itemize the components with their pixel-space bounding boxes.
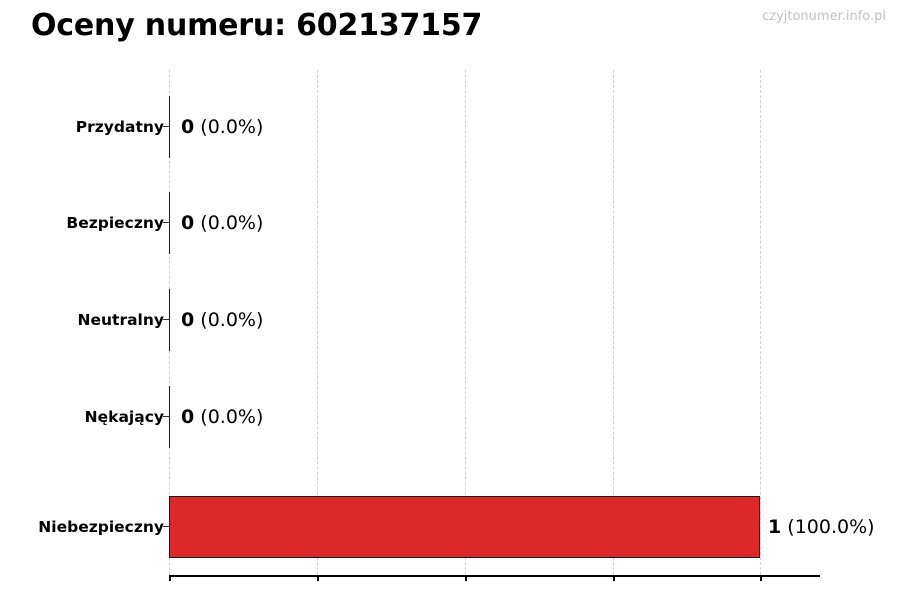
value-label-niebezpieczny: 1 (100.0%) <box>768 496 875 558</box>
y-tick-4 <box>163 526 170 527</box>
value-label-przydatny: 0 (0.0%) <box>181 96 263 158</box>
category-label-niebezpieczny: Niebezpieczny <box>38 518 164 536</box>
x-tick-1 <box>317 575 319 581</box>
gridline-4 <box>760 70 761 575</box>
value-percent: (100.0%) <box>787 516 875 538</box>
bar-row: Bezpieczny 0 (0.0%) <box>0 192 900 254</box>
bar-row: Przydatny 0 (0.0%) <box>0 96 900 158</box>
value-count: 1 <box>768 516 782 538</box>
gridline-3 <box>613 70 614 575</box>
y-tick-1 <box>163 222 170 223</box>
category-label-neutralny: Neutralny <box>77 311 164 329</box>
value-percent: (0.0%) <box>200 116 264 138</box>
bar-niebezpieczny[interactable] <box>169 496 760 558</box>
bar-row: Niebezpieczny 1 (100.0%) <box>0 496 900 558</box>
gridline-1 <box>317 70 318 575</box>
watermark-label: czyjtonumer.info.pl <box>762 9 886 24</box>
value-label-nekajacy: 0 (0.0%) <box>181 386 263 448</box>
bar-neutralny[interactable] <box>169 289 170 351</box>
value-count: 0 <box>181 116 195 138</box>
value-percent: (0.0%) <box>200 212 264 234</box>
bar-row: Neutralny 0 (0.0%) <box>0 289 900 351</box>
y-tick-2 <box>163 319 170 320</box>
x-axis-line <box>169 575 820 577</box>
value-percent: (0.0%) <box>200 406 264 428</box>
category-label-bezpieczny: Bezpieczny <box>66 214 164 232</box>
category-label-przydatny: Przydatny <box>75 118 164 136</box>
value-count: 0 <box>181 309 195 331</box>
bar-bezpieczny[interactable] <box>169 192 170 254</box>
category-label-nekajacy: Nękający <box>84 408 164 426</box>
value-percent: (0.0%) <box>200 309 264 331</box>
value-label-neutralny: 0 (0.0%) <box>181 289 263 351</box>
bar-nekajacy[interactable] <box>169 386 170 448</box>
x-tick-0 <box>169 575 171 581</box>
value-count: 0 <box>181 406 195 428</box>
value-count: 0 <box>181 212 195 234</box>
y-tick-3 <box>163 416 170 417</box>
gridline-2 <box>465 70 466 575</box>
page-title: Oceny numeru: 602137157 <box>31 8 483 43</box>
bar-row: Nękający 0 (0.0%) <box>0 386 900 448</box>
x-tick-4 <box>760 575 762 581</box>
y-tick-0 <box>163 126 170 127</box>
x-tick-2 <box>465 575 467 581</box>
x-tick-3 <box>613 575 615 581</box>
bar-przydatny[interactable] <box>169 96 170 158</box>
value-label-bezpieczny: 0 (0.0%) <box>181 192 263 254</box>
